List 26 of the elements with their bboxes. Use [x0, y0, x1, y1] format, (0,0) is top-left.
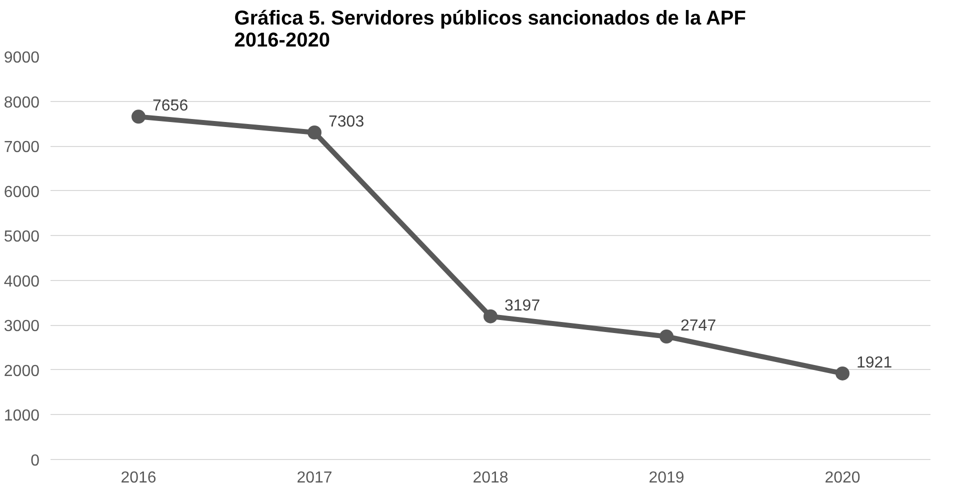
x-tick-label: 2016: [120, 470, 156, 486]
y-tick-label: 9000: [4, 50, 40, 66]
data-label: 7303: [328, 113, 364, 130]
y-tick-label: 6000: [4, 184, 40, 201]
y-tick-label: 8000: [4, 94, 40, 112]
x-tick-label: 2018: [472, 470, 508, 486]
x-tick-label: 2017: [296, 470, 332, 486]
point: [484, 309, 498, 324]
point: [308, 126, 322, 140]
data-label: 2747: [680, 317, 716, 334]
point: [132, 110, 146, 124]
point: [660, 330, 674, 344]
data-label: 1921: [856, 354, 892, 372]
y-tick-label: 5000: [4, 228, 40, 246]
y-tick-label: 1000: [4, 408, 40, 425]
y-tick-label: 0: [30, 452, 40, 470]
data-label: 7656: [152, 98, 188, 115]
y-tick-label: 2000: [4, 362, 40, 380]
data-label: 3197: [504, 297, 540, 314]
point: [836, 366, 850, 380]
chart-title: Gráfica 5. Servidores públicos sancionados de la APF 2016-2020: [234, 8, 746, 52]
y-tick-label: 4000: [4, 273, 40, 290]
y-tick-label: 3000: [4, 318, 40, 336]
y-tick-label: 7000: [4, 139, 40, 156]
x-tick-label: 2020: [824, 470, 860, 486]
x-tick-label: 2019: [648, 470, 684, 486]
